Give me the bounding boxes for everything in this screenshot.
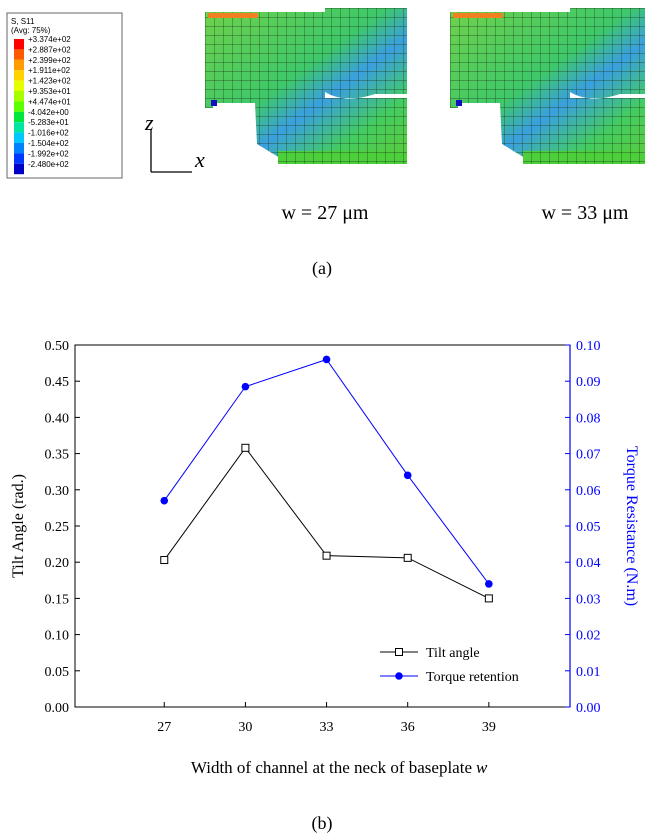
legend-label: +2.399e+02 bbox=[28, 56, 71, 65]
x-tick-label: 33 bbox=[320, 720, 334, 735]
x-tick-label: 36 bbox=[401, 720, 415, 735]
panel-label: (a) bbox=[312, 258, 332, 279]
marker bbox=[485, 580, 493, 588]
legend-swatch bbox=[14, 81, 24, 91]
axis-x: x bbox=[194, 147, 205, 172]
legend-swatch bbox=[14, 60, 24, 70]
legend-label: -1.016e+02 bbox=[28, 129, 69, 138]
legend-swatch bbox=[14, 143, 24, 153]
legend-swatch bbox=[14, 101, 24, 111]
legend-label: Tilt angle bbox=[426, 646, 480, 661]
legend-label: +9.353e+01 bbox=[28, 87, 71, 96]
legend-title: S, S11 bbox=[11, 17, 35, 26]
y-tick-label: 0.10 bbox=[45, 629, 70, 644]
x-tick-label: 30 bbox=[238, 720, 252, 735]
y-axis-label: Tilt Angle (rad.) bbox=[10, 474, 27, 578]
marker bbox=[323, 552, 330, 559]
legend-label: +3.374e+02 bbox=[28, 35, 71, 44]
marker bbox=[161, 557, 168, 564]
y-tick-label: 0.30 bbox=[45, 484, 70, 499]
legend-label: -2.480e+02 bbox=[28, 160, 69, 169]
legend-label: +1.423e+02 bbox=[28, 77, 71, 86]
marker bbox=[323, 356, 331, 364]
legend-swatch bbox=[14, 112, 24, 122]
y-tick-label: 0.40 bbox=[45, 411, 70, 426]
legend-swatch bbox=[14, 39, 24, 49]
legend-marker bbox=[395, 672, 403, 680]
x-tick-label: 27 bbox=[157, 720, 171, 735]
fem-image bbox=[205, 8, 407, 164]
x-axis-symbol: w bbox=[476, 758, 488, 777]
y2-tick-label: 0.01 bbox=[576, 665, 601, 680]
y2-tick-label: 0.05 bbox=[576, 520, 601, 535]
legend-label: -1.504e+02 bbox=[28, 139, 69, 148]
y-tick-label: 0.45 bbox=[45, 375, 70, 390]
marker bbox=[160, 497, 168, 505]
legend-swatch bbox=[14, 91, 24, 101]
marker bbox=[404, 472, 412, 480]
legend-label: +2.887e+02 bbox=[28, 45, 71, 54]
legend-subtitle: (Avg: 75%) bbox=[11, 26, 51, 35]
legend-label: -5.283e+01 bbox=[28, 118, 69, 127]
y-tick-label: 0.35 bbox=[45, 448, 70, 463]
legend-label: +1.911e+02 bbox=[28, 66, 71, 75]
legend-swatch bbox=[14, 133, 24, 143]
y2-tick-label: 0.00 bbox=[576, 701, 601, 716]
axis-triad bbox=[151, 130, 192, 172]
series-line bbox=[164, 359, 489, 583]
legend-swatch bbox=[14, 122, 24, 132]
legend-label: -4.042e+00 bbox=[28, 108, 69, 117]
legend-swatch bbox=[14, 164, 24, 174]
legend-swatch bbox=[14, 70, 24, 80]
y2-tick-label: 0.08 bbox=[576, 411, 601, 426]
figure: S, S11(Avg: 75%)+3.374e+02+2.887e+02 +2.3… bbox=[0, 0, 645, 835]
y-tick-label: 0.00 bbox=[45, 701, 70, 716]
marker bbox=[242, 383, 250, 391]
legend-label: +4.474e+01 bbox=[28, 97, 71, 106]
x-tick-label: 39 bbox=[482, 720, 496, 735]
caption: w = 27 μm bbox=[281, 202, 368, 224]
plot-frame bbox=[75, 345, 570, 707]
y2-tick-label: 0.04 bbox=[576, 556, 601, 571]
legend-label: Torque retention bbox=[426, 670, 519, 685]
y2-tick-label: 0.02 bbox=[576, 629, 601, 644]
y2-axis-label: Torque Resistance (N.m) bbox=[623, 446, 640, 606]
y-tick-label: 0.20 bbox=[45, 556, 70, 571]
series-line bbox=[164, 448, 489, 599]
y2-tick-label: 0.07 bbox=[576, 448, 601, 463]
fem-image bbox=[450, 8, 645, 164]
caption: w = 33 μm bbox=[541, 202, 628, 224]
legend-label: -1.992e+02 bbox=[28, 149, 69, 158]
y2-tick-label: 0.06 bbox=[576, 484, 601, 499]
y2-tick-label: 0.10 bbox=[576, 339, 601, 354]
y-tick-label: 0.15 bbox=[45, 592, 70, 607]
marker bbox=[242, 444, 249, 451]
y-tick-label: 0.05 bbox=[45, 665, 70, 680]
marker bbox=[404, 554, 411, 561]
legend-swatch bbox=[14, 49, 24, 59]
y-tick-label: 0.50 bbox=[45, 339, 70, 354]
axis-z: z bbox=[144, 110, 154, 135]
y2-tick-label: 0.03 bbox=[576, 592, 601, 607]
marker bbox=[485, 595, 492, 602]
legend-marker bbox=[396, 649, 403, 656]
y-tick-label: 0.25 bbox=[45, 520, 70, 535]
y2-tick-label: 0.09 bbox=[576, 375, 601, 390]
x-axis-label: Width of channel at the neck of baseplat… bbox=[191, 758, 472, 777]
panel-label: (b) bbox=[312, 813, 333, 834]
legend-swatch bbox=[14, 153, 24, 163]
